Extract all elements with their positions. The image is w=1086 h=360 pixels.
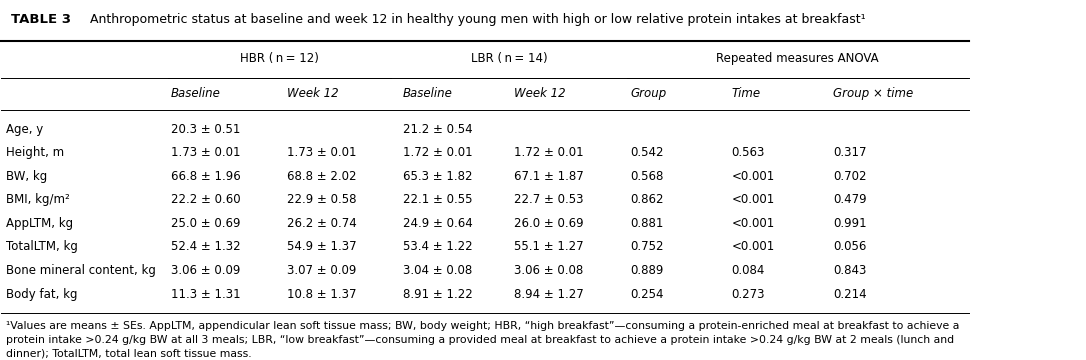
Text: 3.06 ± 0.08: 3.06 ± 0.08 — [514, 264, 583, 277]
Text: 0.056: 0.056 — [833, 240, 867, 253]
Text: 0.317: 0.317 — [833, 146, 867, 159]
Text: TotalLTM, kg: TotalLTM, kg — [7, 240, 78, 253]
Text: Height, m: Height, m — [7, 146, 64, 159]
Text: Week 12: Week 12 — [287, 87, 339, 100]
Text: 68.8 ± 2.02: 68.8 ± 2.02 — [287, 170, 356, 183]
Text: Repeated measures ANOVA: Repeated measures ANOVA — [716, 52, 879, 65]
Text: 26.2 ± 0.74: 26.2 ± 0.74 — [287, 217, 356, 230]
Text: Week 12: Week 12 — [514, 87, 566, 100]
Text: 0.084: 0.084 — [732, 264, 765, 277]
Text: 25.0 ± 0.69: 25.0 ± 0.69 — [171, 217, 240, 230]
Text: 1.72 ± 0.01: 1.72 ± 0.01 — [514, 146, 583, 159]
Text: 55.1 ± 1.27: 55.1 ± 1.27 — [514, 240, 583, 253]
Text: 0.862: 0.862 — [630, 193, 664, 206]
Text: 0.542: 0.542 — [630, 146, 664, 159]
Text: Anthropometric status at baseline and week 12 in healthy young men with high or : Anthropometric status at baseline and we… — [81, 13, 866, 26]
Text: 0.254: 0.254 — [630, 288, 664, 301]
Text: <0.001: <0.001 — [732, 240, 775, 253]
Text: 0.889: 0.889 — [630, 264, 664, 277]
Text: 0.843: 0.843 — [833, 264, 867, 277]
Text: TABLE 3: TABLE 3 — [11, 13, 71, 26]
Text: 0.568: 0.568 — [630, 170, 664, 183]
Text: 0.214: 0.214 — [833, 288, 867, 301]
Text: Age, y: Age, y — [7, 122, 43, 135]
Text: 0.702: 0.702 — [833, 170, 867, 183]
Text: 1.72 ± 0.01: 1.72 ± 0.01 — [403, 146, 472, 159]
Text: 3.04 ± 0.08: 3.04 ± 0.08 — [403, 264, 472, 277]
Text: 0.273: 0.273 — [732, 288, 766, 301]
Text: <0.001: <0.001 — [732, 217, 775, 230]
Text: 24.9 ± 0.64: 24.9 ± 0.64 — [403, 217, 472, 230]
Text: 8.94 ± 1.27: 8.94 ± 1.27 — [514, 288, 584, 301]
Text: 3.06 ± 0.09: 3.06 ± 0.09 — [171, 264, 240, 277]
Text: Baseline: Baseline — [403, 87, 453, 100]
Text: Baseline: Baseline — [171, 87, 220, 100]
Text: 0.881: 0.881 — [630, 217, 664, 230]
Text: 26.0 ± 0.69: 26.0 ± 0.69 — [514, 217, 583, 230]
Text: 53.4 ± 1.22: 53.4 ± 1.22 — [403, 240, 472, 253]
Text: <0.001: <0.001 — [732, 193, 775, 206]
Text: BW, kg: BW, kg — [7, 170, 48, 183]
Text: LBR ( n = 14): LBR ( n = 14) — [471, 52, 547, 65]
Text: 22.9 ± 0.58: 22.9 ± 0.58 — [287, 193, 356, 206]
Text: 11.3 ± 1.31: 11.3 ± 1.31 — [171, 288, 240, 301]
Text: 65.3 ± 1.82: 65.3 ± 1.82 — [403, 170, 472, 183]
Text: 22.7 ± 0.53: 22.7 ± 0.53 — [514, 193, 583, 206]
Text: Bone mineral content, kg: Bone mineral content, kg — [7, 264, 156, 277]
Text: AppLTM, kg: AppLTM, kg — [7, 217, 74, 230]
Text: 10.8 ± 1.37: 10.8 ± 1.37 — [287, 288, 356, 301]
Text: Group: Group — [630, 87, 667, 100]
Text: HBR ( n = 12): HBR ( n = 12) — [240, 52, 319, 65]
Text: 21.2 ± 0.54: 21.2 ± 0.54 — [403, 122, 472, 135]
Text: 0.991: 0.991 — [833, 217, 867, 230]
Text: Group × time: Group × time — [833, 87, 913, 100]
Text: BMI, kg/m²: BMI, kg/m² — [7, 193, 70, 206]
Text: 3.07 ± 0.09: 3.07 ± 0.09 — [287, 264, 356, 277]
Text: Body fat, kg: Body fat, kg — [7, 288, 78, 301]
Text: 0.479: 0.479 — [833, 193, 867, 206]
Text: ¹Values are means ± SEs. AppLTM, appendicular lean soft tissue mass; BW, body we: ¹Values are means ± SEs. AppLTM, appendi… — [7, 321, 960, 358]
Text: 1.73 ± 0.01: 1.73 ± 0.01 — [287, 146, 356, 159]
Text: 8.91 ± 1.22: 8.91 ± 1.22 — [403, 288, 472, 301]
Text: 1.73 ± 0.01: 1.73 ± 0.01 — [171, 146, 240, 159]
Text: 66.8 ± 1.96: 66.8 ± 1.96 — [171, 170, 240, 183]
Text: 0.563: 0.563 — [732, 146, 765, 159]
Text: 54.9 ± 1.37: 54.9 ± 1.37 — [287, 240, 356, 253]
Text: <0.001: <0.001 — [732, 170, 775, 183]
Text: 52.4 ± 1.32: 52.4 ± 1.32 — [171, 240, 240, 253]
Text: 67.1 ± 1.87: 67.1 ± 1.87 — [514, 170, 584, 183]
Text: 22.1 ± 0.55: 22.1 ± 0.55 — [403, 193, 472, 206]
Text: 20.3 ± 0.51: 20.3 ± 0.51 — [171, 122, 240, 135]
Text: 0.752: 0.752 — [630, 240, 664, 253]
Text: 22.2 ± 0.60: 22.2 ± 0.60 — [171, 193, 240, 206]
Text: Time: Time — [732, 87, 761, 100]
